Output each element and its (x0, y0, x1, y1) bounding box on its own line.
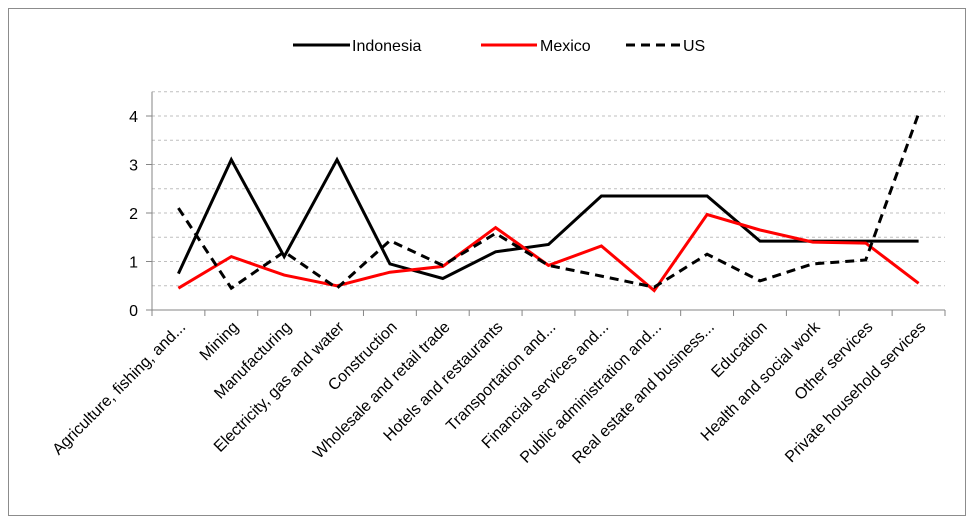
gridlines (152, 91, 945, 287)
x-tick-label: Agriculture, fishing, and... (50, 319, 190, 459)
legend-item: Indonesia (293, 38, 421, 55)
series-line-indonesia (177, 156, 919, 281)
series-line-mexico (177, 212, 920, 293)
legend: Indonesia Mexico US (293, 38, 705, 55)
y-tick-label: 2 (129, 206, 138, 223)
x-axis-ticks (151, 310, 946, 316)
series-line-us (177, 113, 921, 291)
x-tick-label: Mining (197, 319, 242, 364)
legend-label: Mexico (540, 38, 591, 55)
y-tick-label: 3 (129, 158, 138, 175)
legend-item: Mexico (481, 38, 591, 55)
y-axis-ticks: 0 1 2 3 4 (129, 109, 152, 320)
legend-item: US (626, 38, 705, 55)
x-axis-labels: Agriculture, fishing, and... MiningManufa… (50, 318, 930, 467)
y-tick-label: 0 (129, 303, 138, 320)
y-tick-label: 4 (129, 109, 138, 126)
y-tick-label: 1 (129, 255, 138, 272)
legend-label: Indonesia (352, 38, 421, 55)
legend-label: US (683, 38, 705, 55)
